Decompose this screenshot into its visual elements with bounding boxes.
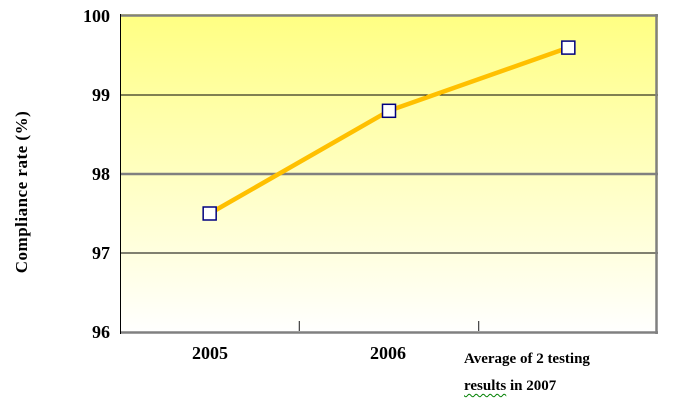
y-axis-title: Compliance rate (%) [12, 110, 31, 274]
data-point-marker [561, 40, 576, 55]
y-tick-label: 99 [92, 85, 110, 105]
plot-svg [120, 14, 658, 334]
x-tick-label-2007-line2-rest: in 2007 [506, 378, 557, 394]
x-tick-label-2007-line2: results in 2007 [464, 373, 654, 400]
x-tick-label-2007-line1: Average of 2 testing [464, 351, 590, 367]
data-point-marker [202, 206, 217, 221]
y-tick-label: 98 [92, 164, 110, 184]
x-tick-label-2007: Average of 2 testing results in 2007 [464, 346, 654, 400]
plot-area [120, 14, 658, 334]
y-tick-label: 96 [92, 322, 110, 342]
data-point-marker [381, 103, 397, 119]
y-tick-label: 97 [92, 243, 110, 263]
x-tick-label-2005: 2005 [192, 343, 228, 363]
x-tick-label-2006: 2006 [370, 343, 406, 363]
spellcheck-underlined-word: results [464, 378, 507, 394]
y-tick-label: 100 [83, 6, 110, 26]
